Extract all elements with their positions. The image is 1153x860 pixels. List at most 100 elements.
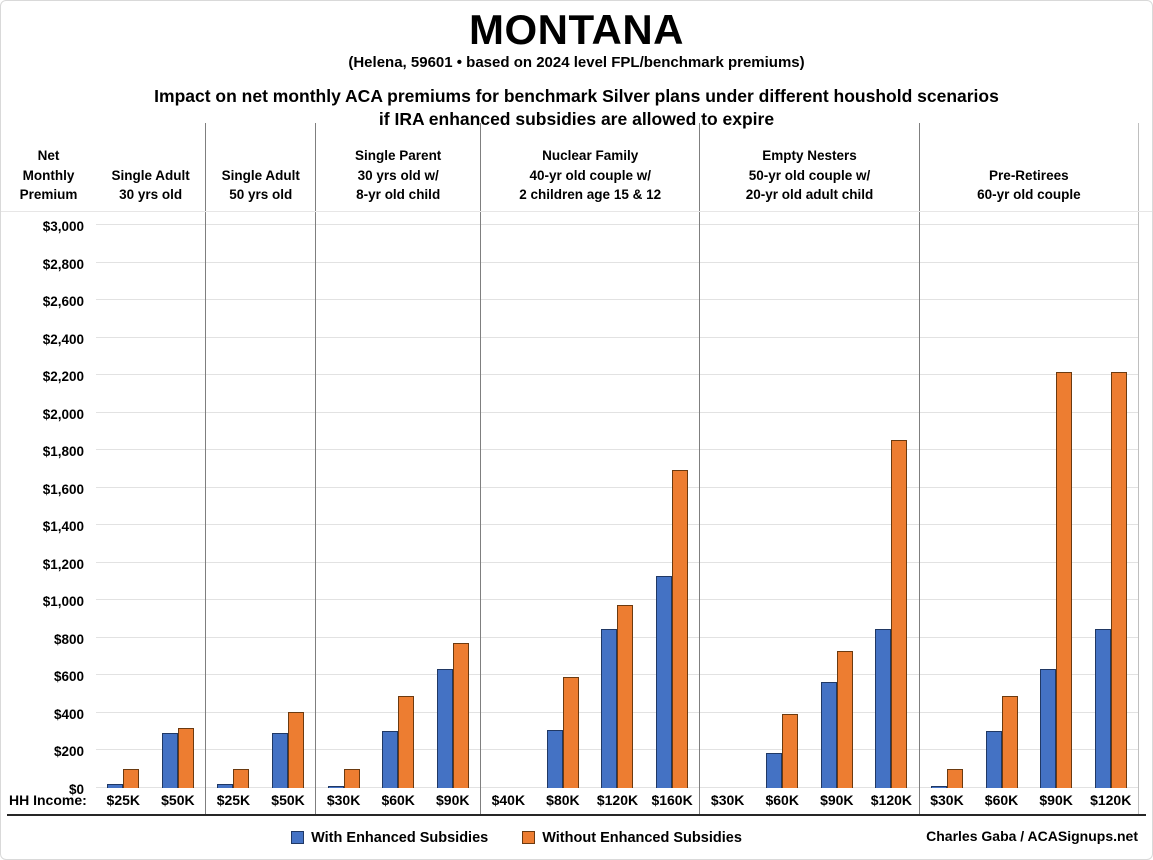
group-header-line: 30 yrs old w/ [357,167,439,183]
group-header-line: 2 children age 15 & 12 [519,187,662,203]
category-cell [261,212,316,788]
chart-titles: MONTANA (Helena, 59601 • based on 2024 l… [1,1,1152,129]
y-tick-label: $3,000 [42,219,84,234]
bar-with-subsidies [436,668,453,788]
bar-group [316,212,482,788]
chart-description-line1: Impact on net monthly ACA premiums for b… [154,86,999,106]
group-header-line: 40-yr old couple w/ [529,167,651,183]
category-cell [645,212,700,788]
bar-without-subsidies [452,642,469,788]
income-label: $120K [870,792,913,808]
y-tick-label: $200 [53,744,84,760]
group-header-line: Empty Nesters [762,148,857,164]
bar-with-subsidies [546,729,563,788]
income-label: $60K [765,792,799,808]
category-cell [206,212,261,788]
group-headers: Single Adult 30 yrs old Single Adult 50 yrs… [96,123,1139,211]
bar-without-subsidies [836,651,853,788]
bar-group [96,212,207,788]
bar-without-subsidies [1001,696,1018,788]
bar-without-subsidies [946,769,963,788]
bar-with-subsidies [766,753,783,788]
x-axis-label: HH Income: [9,792,87,808]
bar-group [206,212,317,788]
income-label-group: $25K $50K [96,788,207,814]
income-label: $60K [381,792,415,808]
category-cell [371,212,426,788]
group-header-line: Single Adult [111,167,190,183]
y-axis-title-line: Monthly [22,167,75,183]
income-label: $30K [326,792,361,808]
bar-groups [96,212,1139,788]
group-header-line: Pre-Retirees [989,167,1069,183]
income-label: $50K [271,792,305,808]
group-header-row: Net Monthly Premium Single Adult 30 yrs old… [1,123,1152,211]
category-cell [425,212,480,788]
bar-with-subsidies [820,681,837,788]
income-label: $40K [491,792,526,808]
bar-with-subsidies [985,730,1002,788]
y-axis-tick-labels: $0 $200 $400 $600 $800 $1,000 $1,200 $1,400 $1,6… [1,212,96,797]
bar-without-subsidies [1110,372,1127,788]
y-tick-label: $2,400 [42,331,84,347]
bar-without-subsidies [288,712,305,788]
category-cell [1083,212,1138,788]
chart-description-line2: if IRA enhanced subsidies are allowed to… [378,108,775,129]
category-cell [700,212,755,788]
y-tick-label: $2,200 [42,369,84,385]
group-header: Pre-Retirees 60-yr old couple [920,123,1139,211]
bar-group [481,212,701,788]
income-label: $25K [216,792,251,808]
bar-group [700,212,920,788]
income-labels: $25K $50K $25K $50K $30K $60K $90K $40K $80K $120… [96,788,1139,814]
category-cell [151,212,206,788]
gridline [96,336,1139,338]
bar-without-subsidies [672,469,689,788]
gridline [96,524,1139,526]
bar-with-subsidies [107,784,124,788]
bar-with-subsidies [656,575,673,788]
bar-without-subsidies [343,769,360,788]
y-tick-label: $1,200 [42,556,84,572]
y-tick-label: $800 [53,631,84,647]
y-tick-label: $2,800 [42,256,84,272]
y-tick-label: $1,800 [42,444,84,460]
category-cell [864,212,919,788]
legend-item-with-subsidies: With Enhanced Subsidies [291,830,488,846]
income-label: $120K [596,792,639,808]
bar-without-subsidies [562,677,579,788]
chart-description: Impact on net monthly ACA premiums for b… [1,85,1152,131]
legend-swatch-orange-icon [522,831,536,844]
category-cell [1029,212,1084,788]
legend: With Enhanced Subsidies Without Enhanced… [1,816,1152,859]
group-header-line: 60-yr old couple [977,187,1081,203]
legend-swatch-blue-icon [291,831,305,844]
legend-label-without: Without Enhanced Subsidies [542,829,742,846]
category-cell [96,212,151,788]
group-header-line: Single Adult [221,167,300,183]
page-subtitle: (Helena, 59601 • based on 2024 level FPL… [348,54,805,71]
category-cell [316,212,371,788]
income-label: $90K [820,792,854,808]
group-header-line: 20-yr old adult child [745,187,874,203]
gridline [96,486,1139,488]
income-label: $90K [436,792,470,808]
income-label: $50K [161,792,195,808]
category-cell [810,212,865,788]
income-label: $25K [106,792,141,808]
category-cell [920,212,975,788]
group-header-line: Single Parent [355,148,442,164]
y-tick-label: $0 [68,782,84,797]
income-label-group: $25K $50K [206,788,317,814]
gridline [96,261,1139,263]
y-tick-label: $400 [53,706,84,722]
bar-with-subsidies [930,786,947,788]
category-cell [481,212,536,788]
plot-area [96,212,1139,788]
income-label: $160K [651,792,693,808]
x-axis-row: HH Income: $25K $50K $25K $50K $30K $60K $90K $… [1,788,1152,814]
group-header: Nuclear Family 40-yr old couple w/2 child… [481,123,701,211]
income-label-group: $40K $80K $120K $160K [481,788,701,814]
income-label: $30K [710,792,745,808]
